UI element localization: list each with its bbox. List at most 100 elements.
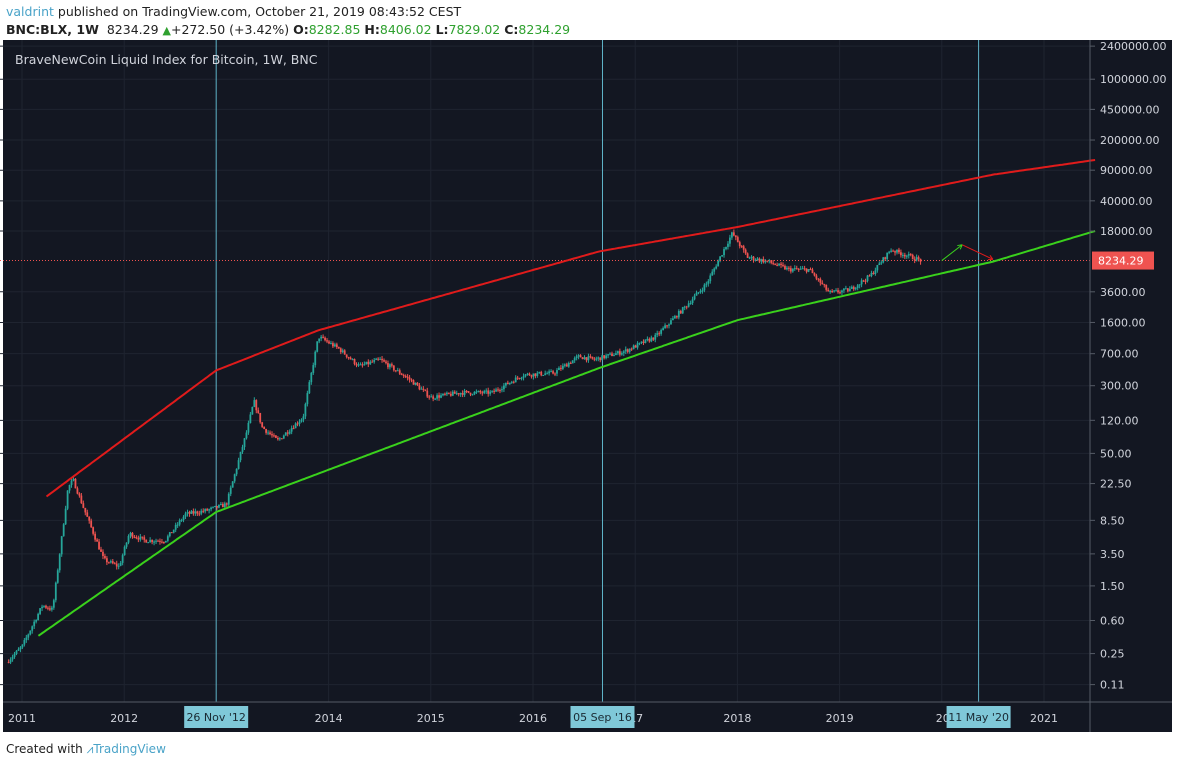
candle-body: [275, 435, 277, 438]
candle-body: [675, 316, 678, 318]
open: 8282.85: [308, 22, 361, 37]
candle-body: [864, 280, 867, 282]
created-with: Created with: [6, 742, 83, 756]
candle-body: [33, 621, 36, 627]
candle-body: [320, 336, 323, 339]
candle-body: [383, 360, 385, 362]
candle-body: [677, 311, 680, 318]
price-tick-label: 300.00: [1100, 380, 1139, 393]
candle-body: [259, 412, 262, 423]
candle-body: [892, 250, 894, 252]
candle-body: [127, 535, 130, 543]
candle-body: [47, 607, 49, 609]
candle-body: [778, 263, 780, 266]
candle-body: [72, 478, 75, 481]
candle-body: [402, 374, 405, 377]
candle-body: [872, 272, 875, 274]
candle-body: [801, 268, 804, 270]
candle-body: [764, 260, 767, 263]
candle-body: [618, 351, 621, 355]
candle-body: [225, 503, 228, 505]
candle-body: [905, 255, 908, 257]
author-link[interactable]: valdrint: [6, 4, 54, 19]
candle-body: [351, 359, 354, 361]
candle-body: [86, 512, 89, 517]
candle-body: [324, 337, 326, 341]
candle-body: [155, 540, 157, 542]
candle-body: [630, 348, 633, 350]
candle-body: [170, 532, 173, 534]
candle-body: [670, 320, 672, 325]
candle-body: [784, 265, 786, 270]
candle-body: [328, 341, 330, 344]
candle-body: [19, 647, 22, 650]
price-tick-label: 22.50: [1100, 478, 1132, 491]
change: +272.50 (+3.42%): [171, 22, 290, 37]
candle-body: [216, 505, 218, 508]
candle-body: [563, 364, 566, 366]
candle-body: [776, 264, 779, 266]
time-tick-label: 2019: [826, 712, 854, 725]
candle-body: [214, 505, 216, 507]
candle-body: [446, 392, 448, 395]
candle-body: [479, 390, 482, 393]
candle-body: [208, 509, 211, 511]
candle-body: [823, 284, 826, 286]
candle-body: [772, 262, 775, 264]
candle-body: [385, 361, 387, 364]
tradingview-logo-icon: ⩘: [86, 742, 94, 756]
price-chart[interactable]: 2400000.00 1000000.00 450000.00 200000.00 90…: [0, 40, 1177, 735]
candle-body: [243, 438, 246, 448]
tradingview-link[interactable]: TradingView: [93, 742, 166, 756]
time-tick-label: 2021: [1030, 712, 1058, 725]
candle-body: [41, 606, 43, 609]
candle-body: [306, 393, 309, 405]
candle-body: [190, 511, 193, 514]
candle-body: [554, 373, 556, 375]
candle-body: [858, 284, 861, 286]
price-tick-label: 1600.00: [1100, 316, 1146, 329]
candle-body: [550, 371, 552, 373]
candle-body: [487, 390, 490, 394]
candle-body: [514, 377, 517, 383]
price-tick-label: 50.00: [1100, 447, 1132, 460]
candle-body: [862, 280, 865, 282]
candle-body: [831, 291, 834, 293]
candle-body: [605, 355, 608, 359]
candle-body: [561, 365, 564, 369]
candle-body: [373, 359, 376, 362]
candle-body: [233, 474, 236, 482]
candle-body: [39, 608, 41, 614]
candle-body: [766, 260, 769, 262]
candle-body: [164, 540, 167, 543]
candle-body: [552, 371, 554, 374]
candle-body: [740, 246, 743, 248]
candle-body: [137, 537, 140, 540]
candle-body: [119, 562, 122, 566]
candle-body: [457, 393, 460, 395]
candle-body: [520, 377, 523, 379]
candle-body: [483, 391, 486, 394]
candle-body: [516, 377, 519, 379]
candle-body: [37, 613, 40, 621]
candle-body: [102, 551, 104, 556]
candle-body: [797, 269, 800, 271]
candle-body: [652, 337, 655, 340]
candle-body: [632, 345, 635, 350]
candle-body: [390, 364, 393, 366]
candle-body: [896, 249, 898, 253]
candle-body: [917, 257, 920, 259]
candle-body: [353, 359, 356, 365]
candle-body: [192, 511, 195, 514]
o-label: O:: [293, 22, 309, 37]
candle-body: [528, 373, 531, 376]
projection-arrow: [941, 244, 963, 261]
candle-body: [326, 340, 328, 342]
candle-body: [447, 392, 450, 394]
candle-body: [294, 423, 297, 429]
candle-body: [644, 339, 647, 343]
candle-body: [569, 363, 572, 365]
candle-body: [805, 268, 808, 272]
candle-body: [302, 416, 305, 420]
candle-body: [178, 520, 181, 525]
